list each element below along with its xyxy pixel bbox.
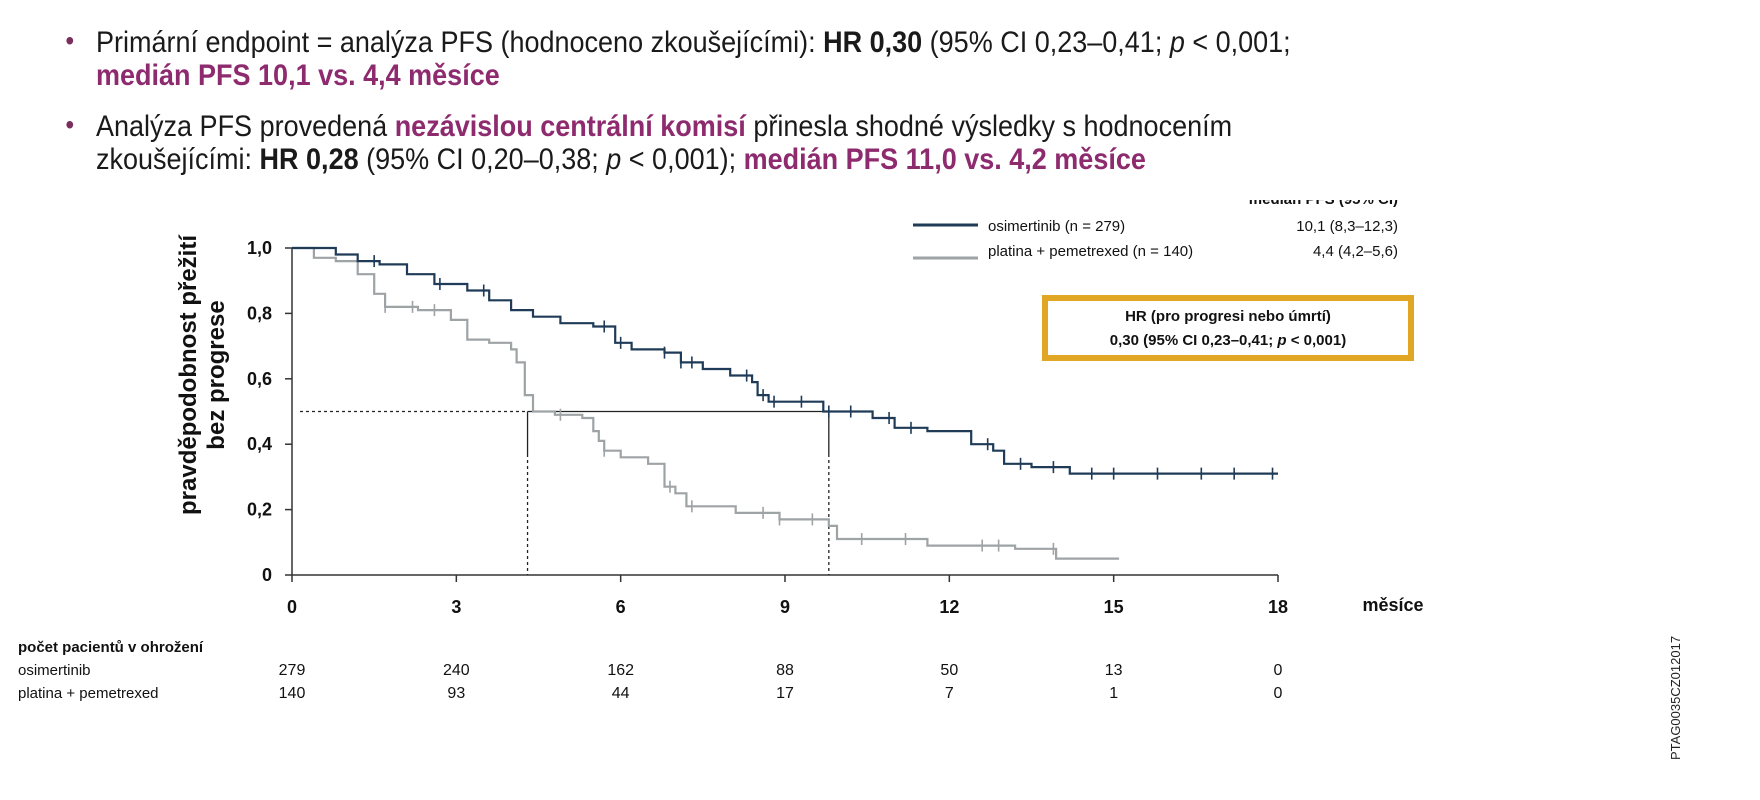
legend: medián PFS (95% CI) osimertinib (n = 279… (913, 200, 1398, 260)
median-highlight: medián PFS 11,0 vs. 4,2 měsíce (743, 143, 1146, 176)
bullet-central-review: • Analýza PFS provedená nezávislou centr… (60, 109, 1626, 176)
bullet-text: < 0,001); (621, 143, 744, 176)
y-tick-label: 0,6 (247, 369, 272, 389)
km-curve-platina (292, 246, 1120, 560)
curves (292, 246, 1278, 560)
y-tick-label: 0,4 (247, 434, 272, 454)
hr-box-title: HR (pro progresi nebo úmrtí) (1125, 308, 1331, 325)
risk-value: 240 (443, 662, 470, 679)
x-tick-label: 15 (1104, 597, 1124, 617)
y-tick-label: 0,2 (247, 500, 272, 520)
risk-value: 44 (612, 685, 630, 702)
x-tick-label: 0 (287, 597, 297, 617)
bullet-text: přinesla shodné výsledky s hodnocením (745, 110, 1233, 143)
bullet-text: Analýza PFS provedená (96, 110, 395, 143)
risk-table: počet pacientů v ohrožení osimertinib pl… (18, 639, 1283, 702)
hr-box-value-p: p (1276, 332, 1286, 349)
risk-table-title: počet pacientů v ohrožení (18, 639, 204, 656)
y-axis-label-line-2: bez progrese (203, 300, 230, 449)
legend-label-platina: platina + pemetrexed (n = 140) (988, 243, 1193, 260)
legend-header: medián PFS (95% CI) (1249, 200, 1398, 208)
risk-value: 88 (776, 662, 794, 679)
bullet-text: (95% CI 0,20–0,38; (358, 143, 607, 176)
risk-row-label-platina: platina + pemetrexed (18, 685, 159, 702)
y-tick-label: 0 (262, 565, 272, 585)
risk-value: 17 (776, 685, 794, 702)
hr-box-value-a: 0,30 (95% CI 0,23–0,41; (1110, 332, 1278, 349)
risk-value: 1 (1109, 685, 1118, 702)
km-chart: pravděpodobnost přežití bez progrese 0 0,… (18, 200, 1424, 702)
hr-box-frame (1042, 295, 1414, 361)
legend-label-osimertinib: osimertinib (n = 279) (988, 218, 1125, 235)
y-tick-label: 0,8 (247, 303, 272, 323)
legend-median-platina: 4,4 (4,2–5,6) (1313, 243, 1398, 260)
x-tick-label: 12 (939, 597, 959, 617)
bullet-list: • Primární endpoint = analýza PFS (hodno… (60, 25, 1620, 194)
y-axis-label: pravděpodobnost přežití bez progrese (175, 234, 230, 515)
risk-value: 140 (279, 685, 306, 702)
x-axis-unit: měsíce (1362, 595, 1423, 615)
bullet-marker: • (65, 109, 75, 140)
hr-value: HR 0,30 (823, 26, 923, 59)
x-tick-label: 6 (616, 597, 626, 617)
legend-median-osimertinib: 10,1 (8,3–12,3) (1296, 218, 1398, 235)
risk-value: 7 (945, 685, 954, 702)
committee-highlight: nezávislou centrální komisí (394, 110, 746, 143)
bullet-text: zkoušejícími: (96, 143, 260, 176)
hr-box-value-c: < 0,001) (1287, 332, 1347, 349)
km-curve-osimertinib (292, 246, 1278, 475)
y-tick-label: 1,0 (247, 238, 272, 258)
document-code: PTAG0035CZ012017 (1668, 635, 1683, 760)
bullet-text: (95% CI 0,23–0,41; (922, 26, 1170, 59)
y-axis-label-line-1: pravděpodobnost přežití (175, 234, 202, 515)
bullet-text: Primární endpoint = analýza PFS (hodnoce… (96, 26, 824, 59)
x-tick-label: 9 (780, 597, 790, 617)
risk-values: 279 240 162 88 50 13 0 140 93 44 17 7 1 0 (279, 662, 1283, 702)
bullet-marker: • (65, 25, 75, 56)
p-symbol: p (1169, 26, 1185, 59)
risk-value: 50 (940, 662, 958, 679)
hr-box: HR (pro progresi nebo úmrtí) 0,30 (95% C… (1042, 295, 1414, 361)
risk-row-label-osimertinib: osimertinib (18, 662, 91, 679)
x-tick-label: 18 (1268, 597, 1288, 617)
risk-value: 0 (1274, 662, 1283, 679)
hr-box-value: 0,30 (95% CI 0,23–0,41; p < 0,001) (1110, 332, 1346, 349)
median-highlight: medián PFS 10,1 vs. 4,4 měsíce (96, 59, 500, 92)
risk-value: 162 (607, 662, 634, 679)
risk-value: 279 (279, 662, 306, 679)
bullet-text: < 0,001; (1184, 26, 1291, 59)
hr-value: HR 0,28 (259, 143, 359, 176)
p-symbol: p (606, 143, 622, 176)
risk-value: 0 (1274, 685, 1283, 702)
median-lines (300, 410, 830, 575)
axes: 0 0,2 0,4 0,6 0,8 1,0 0 3 6 9 12 15 18 (247, 238, 1288, 617)
bullet-primary-endpoint: • Primární endpoint = analýza PFS (hodno… (60, 25, 1626, 92)
risk-value: 13 (1105, 662, 1123, 679)
x-tick-label: 3 (451, 597, 461, 617)
risk-value: 93 (447, 685, 465, 702)
